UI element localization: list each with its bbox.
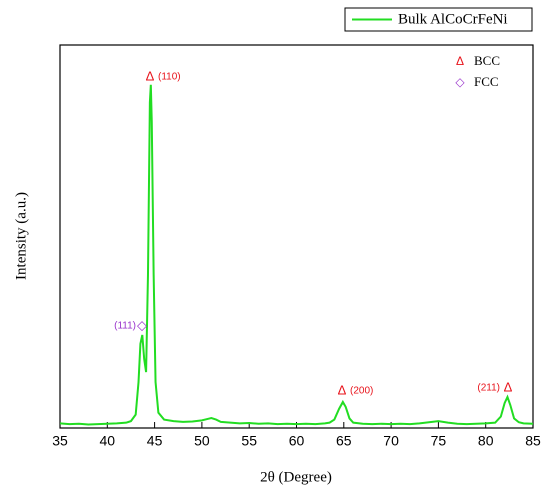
x-tick-label: 80 [478,433,494,449]
plot-frame [59,44,534,429]
data-line [59,84,534,426]
x-tick-label: 85 [525,433,541,449]
x-tick-label: 35 [52,433,68,449]
annotation-symbol: ◇ [137,317,147,332]
x-tick-label: 55 [241,433,257,449]
legend-label: Bulk AlCoCrFeNi [398,11,508,27]
phase-label: FCC [474,74,499,89]
x-tick-label: 70 [383,433,399,449]
annotation-symbol: Δ [338,382,347,397]
annotation-symbol: Δ [146,68,155,83]
annotation-label: (110) [158,72,181,83]
x-tick-label: 60 [289,433,305,449]
x-tick-label: 40 [100,433,116,449]
annotation-label: (211) [477,383,500,394]
x-tick-label: 75 [431,433,447,449]
x-tick-label: 45 [147,433,163,449]
legend-box [344,7,533,32]
y-axis-label: Intensity (a.u.) [13,192,29,280]
phase-symbol: ◇ [455,75,465,89]
annotation-symbol: Δ [504,379,513,394]
phase-label: BCC [474,53,500,68]
x-tick-label: 50 [194,433,210,449]
annotation-label: (200) [350,386,373,397]
x-tick-label: 65 [336,433,352,449]
phase-symbol: Δ [456,54,464,68]
annotation-label: (111) [114,321,136,332]
x-axis-label: 2θ (Degree) [260,469,332,485]
